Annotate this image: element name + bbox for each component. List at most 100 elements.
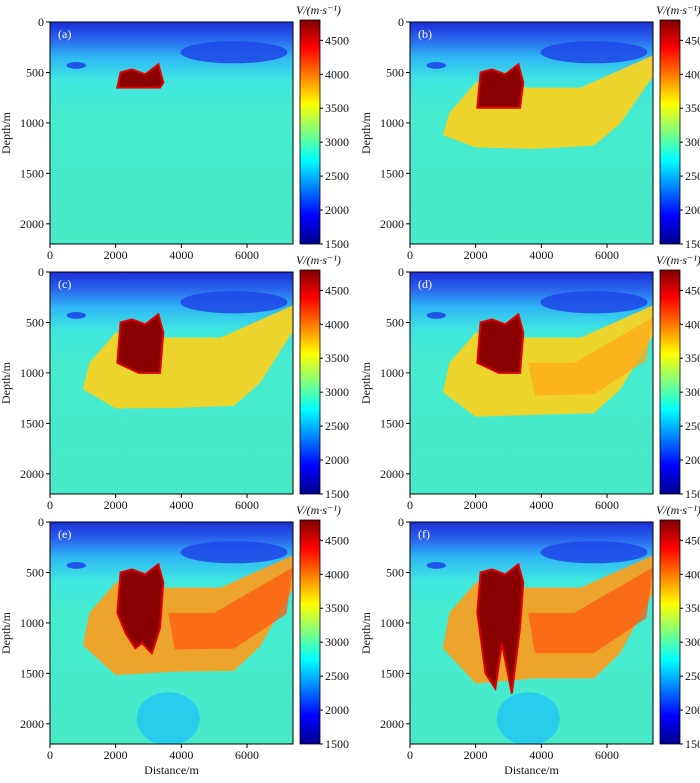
panel-b: (b) 0 2000 4000 6000 0 500 1000 1500 2000 Depth/m 4… <box>359 3 700 262</box>
salt-body <box>116 312 165 374</box>
shallow-low-velocity <box>180 41 288 64</box>
colorbar-label: V/(m·s⁻¹) <box>656 253 700 267</box>
x-tick-label: 2000 <box>464 748 488 762</box>
x-tick-label: 0 <box>407 248 413 262</box>
shallow-low-velocity <box>180 541 288 564</box>
y-tick-label: 2000 <box>380 217 404 231</box>
colorbar-tick-label: 2500 <box>325 169 349 183</box>
high-velocity-zone <box>442 55 653 149</box>
deep-low-velocity <box>136 692 200 744</box>
y-tick-label: 2000 <box>20 217 44 231</box>
y-axis-label: Depth/m <box>359 111 373 154</box>
y-tick-label: 1000 <box>380 116 404 130</box>
colorbar-tick-label: 2500 <box>325 419 349 433</box>
y-tick-label: 0 <box>38 15 44 29</box>
y-tick-label: 2000 <box>20 467 44 481</box>
colorbar-tick-label: 2000 <box>325 203 349 217</box>
y-tick-label: 1500 <box>380 416 404 430</box>
colorbar-tick-label: 4000 <box>325 67 349 81</box>
colorbar-label: V/(m·s⁻¹) <box>296 253 341 267</box>
shallow-low-velocity <box>540 291 648 314</box>
x-tick-label: 2000 <box>104 248 128 262</box>
colorbar-tick-label: 4500 <box>325 283 349 297</box>
shallow-low-velocity <box>180 291 288 314</box>
y-tick-label: 1500 <box>20 416 44 430</box>
x-tick-label: 4000 <box>529 498 553 512</box>
velocity-field <box>410 272 653 494</box>
colorbar-label: V/(m·s⁻¹) <box>296 3 341 17</box>
colorbar <box>299 269 321 495</box>
colorbar-label: V/(m·s⁻¹) <box>656 503 700 517</box>
x-tick-label: 6000 <box>235 498 259 512</box>
high-velocity-zone <box>82 305 293 409</box>
panel-c: (c) 0 2000 4000 6000 0 500 1000 1500 2000 Depth/m 4… <box>0 253 349 512</box>
panel-label: (c) <box>58 277 71 291</box>
panel-label: (d) <box>418 277 432 291</box>
y-axis-label: Depth/m <box>359 611 373 654</box>
colorbar-tick-label: 2000 <box>325 453 349 467</box>
colorbar-tick-label: 2000 <box>325 703 349 717</box>
y-tick-label: 1000 <box>20 366 44 380</box>
colorbar-tick-label: 1500 <box>325 237 349 251</box>
y-tick-label: 1000 <box>20 616 44 630</box>
plot-frame <box>49 521 294 745</box>
colorbar-tick-label: 2000 <box>685 453 700 467</box>
colorbar-tick-label: 3500 <box>325 101 349 115</box>
velocity-field <box>50 522 293 744</box>
low-velocity-spot <box>426 562 446 569</box>
x-tick-label: 2000 <box>464 498 488 512</box>
velocity-field <box>50 272 293 494</box>
colorbar-tick-label: 4500 <box>325 533 349 547</box>
x-axis-label: Distance/m <box>504 763 559 777</box>
panel-label: (f) <box>418 527 430 541</box>
salt-body <box>116 62 165 89</box>
velocity-field <box>50 22 293 244</box>
x-tick-label: 0 <box>407 498 413 512</box>
high-velocity-core <box>528 567 653 654</box>
x-tick-label: 2000 <box>104 748 128 762</box>
colorbar <box>659 519 681 745</box>
y-tick-label: 0 <box>38 265 44 279</box>
x-tick-label: 4000 <box>529 248 553 262</box>
colorbar <box>659 19 681 245</box>
x-tick-label: 0 <box>47 248 53 262</box>
x-tick-label: 4000 <box>169 248 193 262</box>
colorbar-tick-label: 4000 <box>325 567 349 581</box>
colorbar-tick-label: 3500 <box>685 101 700 115</box>
colorbar-tick-label: 4500 <box>325 33 349 47</box>
colorbar-tick-label: 3000 <box>685 385 700 399</box>
colorbar-tick-label: 4500 <box>685 283 700 297</box>
x-tick-label: 6000 <box>235 248 259 262</box>
colorbar-tick-label: 3000 <box>325 135 349 149</box>
low-velocity-spot <box>66 312 86 319</box>
high-velocity-core <box>168 567 293 650</box>
colorbar-tick-label: 4500 <box>685 533 700 547</box>
colorbar-tick-label: 2500 <box>685 169 700 183</box>
y-tick-label: 1500 <box>20 666 44 680</box>
y-tick-label: 0 <box>38 515 44 529</box>
y-axis-label: Depth/m <box>0 611 13 654</box>
colorbar-tick-label: 3500 <box>325 351 349 365</box>
y-tick-label: 1500 <box>380 166 404 180</box>
x-tick-label: 6000 <box>235 748 259 762</box>
colorbar-tick-label: 3000 <box>325 385 349 399</box>
colorbar <box>659 269 681 495</box>
y-tick-label: 500 <box>26 315 44 329</box>
y-tick-label: 500 <box>386 565 404 579</box>
y-tick-label: 500 <box>26 65 44 79</box>
colorbar-tick-label: 4000 <box>325 317 349 331</box>
panel-label: (e) <box>58 527 71 541</box>
colorbar-tick-label: 3000 <box>685 135 700 149</box>
colorbar-tick-label: 1500 <box>685 487 700 501</box>
x-tick-label: 0 <box>47 748 53 762</box>
y-tick-label: 1000 <box>20 116 44 130</box>
colorbar-tick-label: 2500 <box>685 669 700 683</box>
colorbar-tick-label: 3500 <box>685 601 700 615</box>
colorbar-tick-label: 4000 <box>685 317 700 331</box>
y-tick-label: 0 <box>398 15 404 29</box>
shallow-low-velocity <box>540 541 648 564</box>
panel-label: (a) <box>58 27 71 41</box>
y-tick-label: 500 <box>386 315 404 329</box>
y-tick-label: 1500 <box>380 666 404 680</box>
